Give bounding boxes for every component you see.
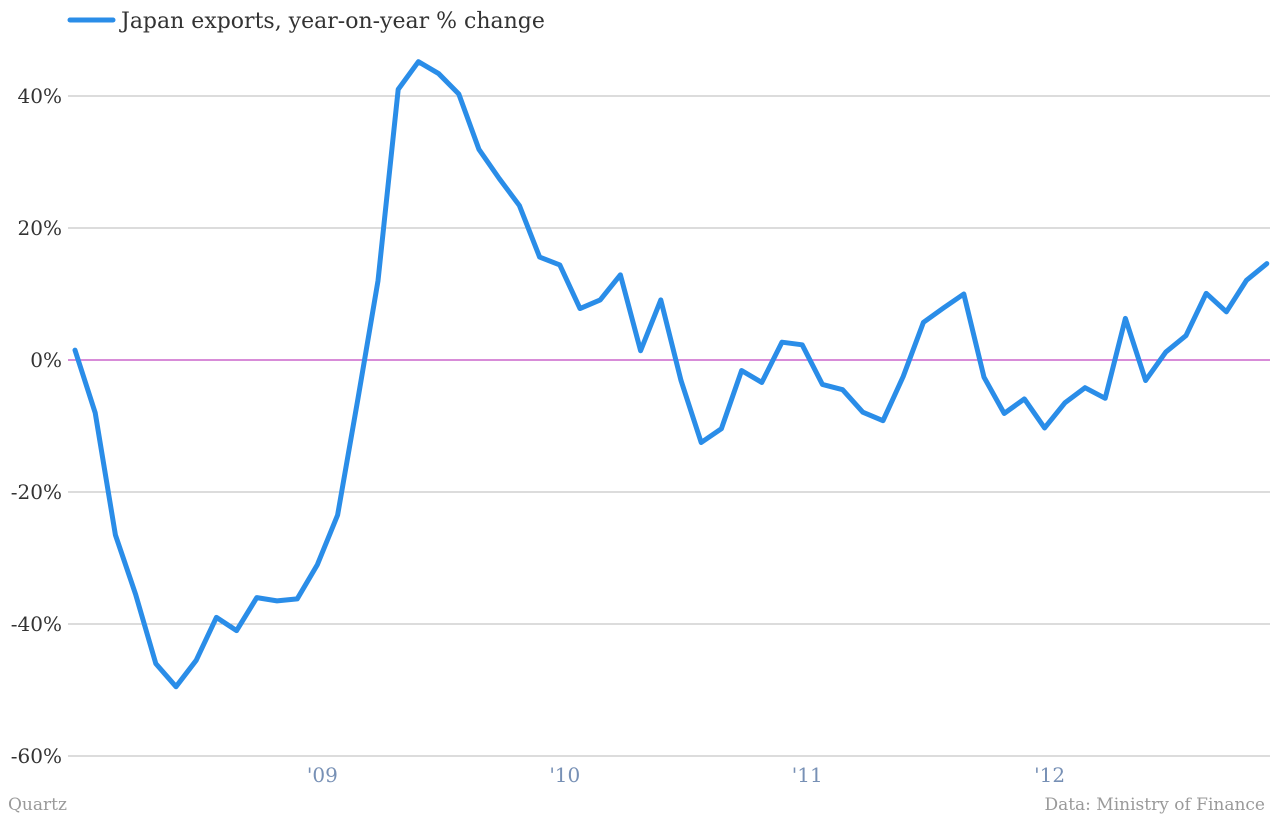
legend-label: Japan exports, year-on-year % change	[119, 9, 545, 34]
footer-source-brand: Quartz	[8, 795, 67, 815]
x-axis-ticks: '09'10'11'12'13	[307, 763, 1065, 787]
y-tick-label: -20%	[11, 480, 62, 504]
y-tick-label: -40%	[11, 612, 62, 636]
series-layer	[72, 59, 1270, 690]
footer-data-credit: Data: Ministry of Finance	[1044, 795, 1265, 815]
x-tick-label: '10	[549, 763, 580, 787]
chart-legend: Japan exports, year-on-year % change	[67, 9, 545, 34]
x-tick-label: '12	[1034, 763, 1065, 787]
y-tick-label: 0%	[30, 348, 62, 372]
x-tick-label: '09	[307, 763, 338, 787]
gridlines	[68, 95, 1270, 757]
x-tick-label: '11	[792, 763, 823, 787]
chart-footer: Quartz Data: Ministry of Finance	[8, 795, 1265, 815]
y-axis-ticks: -60% -40% -20% 0% 20% 40%	[11, 84, 62, 768]
y-tick-label: 40%	[18, 84, 62, 108]
y-tick-label: 20%	[18, 216, 62, 240]
series-line-japan-exports	[72, 59, 1270, 690]
y-tick-label: -60%	[11, 744, 62, 768]
